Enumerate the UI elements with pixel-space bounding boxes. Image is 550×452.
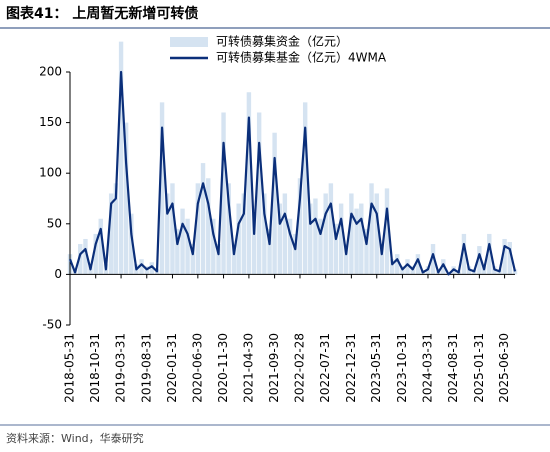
- x-tick-label: 2019-08-31: [139, 333, 153, 403]
- bar: [277, 203, 283, 275]
- bar: [231, 244, 237, 275]
- x-tick-label: 2019-03-31: [114, 333, 128, 403]
- x-tick-label: 2018-05-31: [63, 333, 77, 403]
- bar: [369, 183, 374, 275]
- x-tick-label: 2021-04-30: [241, 333, 255, 403]
- bar: [333, 223, 339, 275]
- bar: [195, 183, 201, 275]
- bar: [293, 233, 298, 275]
- y-tick-label: -50: [42, 318, 62, 332]
- y-tick-label: 150: [39, 115, 62, 129]
- bar: [93, 233, 98, 275]
- bar: [313, 198, 318, 275]
- bar: [139, 259, 144, 275]
- x-tick-label: 2025-01-31: [472, 333, 486, 403]
- x-tick-label: 2025-06-30: [497, 333, 511, 403]
- x-tick-label: 2022-12-31: [344, 333, 358, 403]
- bar: [256, 112, 262, 275]
- chart-title: 图表41： 上周暂无新增可转债: [6, 5, 198, 22]
- legend-swatch: [170, 37, 208, 47]
- bar: [502, 238, 507, 275]
- bar: [175, 228, 180, 275]
- bar: [78, 244, 83, 275]
- y-tick-label: 50: [47, 216, 62, 230]
- bar: [159, 102, 165, 275]
- bar: [129, 213, 134, 275]
- bar: [477, 246, 482, 275]
- bar: [236, 203, 241, 275]
- legend-label: 可转债募集基金（亿元）4WMA: [216, 50, 387, 65]
- bar: [149, 262, 155, 275]
- bar: [272, 132, 277, 275]
- x-tick-label: 2020-11-30: [216, 333, 230, 403]
- source: 资料来源：Wind，华泰研究: [6, 431, 144, 445]
- bar: [246, 92, 252, 275]
- bar: [374, 193, 379, 275]
- bar: [287, 218, 293, 275]
- bar: [512, 269, 518, 275]
- bar: [405, 259, 410, 275]
- bar: [83, 238, 88, 275]
- bar: [364, 228, 369, 275]
- bar: [262, 193, 267, 275]
- bar: [441, 259, 446, 275]
- bar: [318, 218, 323, 275]
- bar: [108, 193, 114, 275]
- bar: [282, 193, 288, 275]
- x-tick-label: 2020-06-30: [190, 333, 204, 403]
- bar: [113, 183, 119, 275]
- bar: [267, 228, 272, 275]
- bar: [328, 183, 334, 275]
- y-tick-label: 200: [39, 65, 62, 79]
- bar: [226, 183, 231, 275]
- bar: [343, 244, 349, 275]
- bar: [165, 193, 170, 275]
- bar: [379, 244, 384, 275]
- bar: [297, 178, 303, 275]
- bar: [206, 178, 211, 275]
- bar: [200, 163, 206, 275]
- bar: [359, 203, 364, 275]
- legend-label: 可转债募集资金（亿元）: [216, 34, 348, 49]
- x-tick-label: 2023-10-31: [395, 333, 409, 403]
- bar: [118, 41, 124, 275]
- bar: [98, 218, 103, 275]
- bar: [395, 254, 400, 275]
- bar: [221, 112, 226, 275]
- bar: [415, 254, 421, 275]
- x-tick-label: 2022-07-31: [318, 333, 332, 403]
- bar: [390, 259, 395, 275]
- x-tick-label: 2023-05-31: [369, 333, 383, 403]
- x-tick-label: 2020-01-31: [165, 333, 179, 403]
- bar: [241, 193, 247, 275]
- x-tick-label: 2024-03-31: [420, 333, 434, 403]
- bar: [354, 208, 359, 275]
- bar: [384, 188, 390, 275]
- bar: [338, 203, 344, 275]
- x-tick-label: 2024-08-31: [446, 333, 460, 403]
- bar: [507, 242, 512, 275]
- x-tick-label: 2021-09-30: [267, 333, 281, 403]
- line: [68, 70, 517, 276]
- bar: [211, 218, 216, 275]
- bar: [430, 244, 436, 275]
- bar: [461, 233, 467, 275]
- bar: [487, 233, 492, 275]
- bar: [123, 122, 129, 275]
- bar: [185, 218, 190, 275]
- bar: [323, 193, 328, 275]
- bar: [349, 193, 354, 275]
- x-tick-label: 2022-02-28: [292, 333, 306, 403]
- y-tick-label: 100: [39, 166, 62, 180]
- bar: [308, 203, 313, 275]
- bar: [216, 244, 221, 275]
- bar: [180, 208, 185, 275]
- bar: [170, 183, 175, 275]
- x-tick-label: 2018-10-31: [88, 333, 102, 403]
- bar: [302, 102, 308, 275]
- bar: [251, 213, 257, 275]
- y-tick-label: 0: [54, 267, 62, 281]
- bar: [190, 244, 195, 275]
